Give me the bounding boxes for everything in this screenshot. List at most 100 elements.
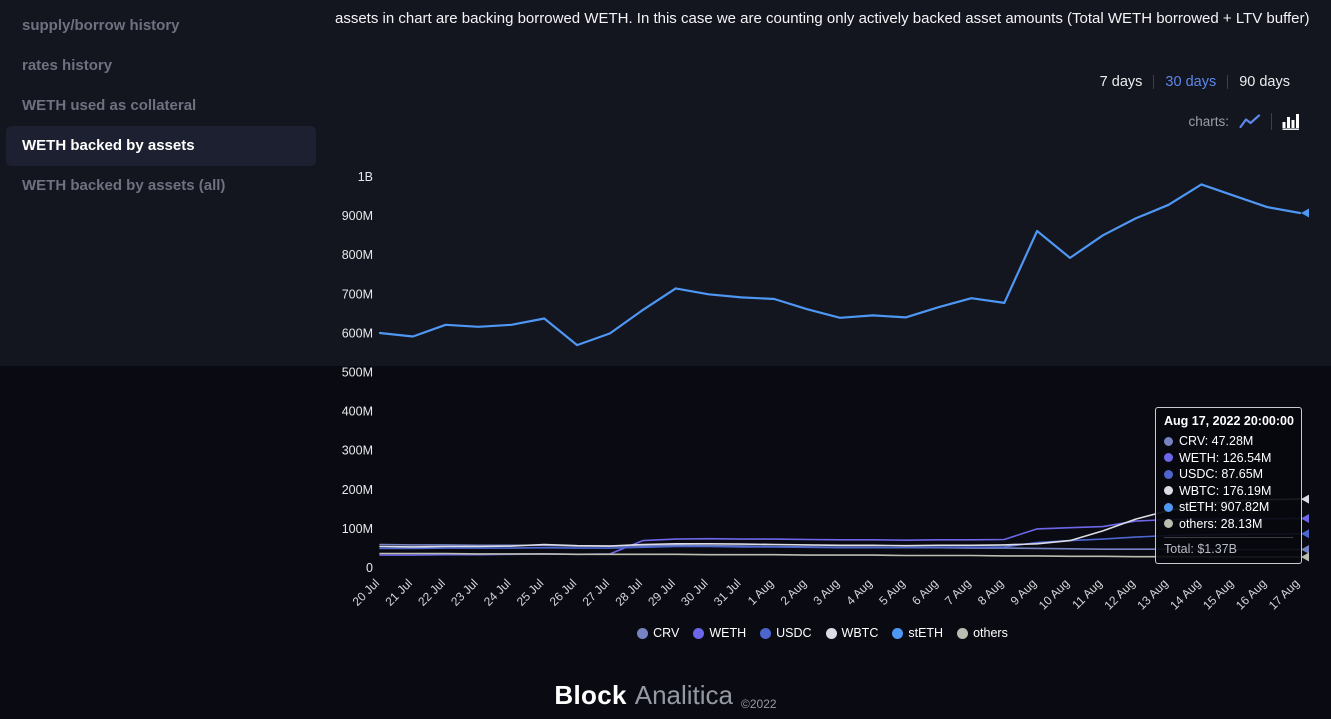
series-endpoint-marker-WETH [1301,514,1309,524]
series-color-dot [1164,436,1173,446]
legend-color-dot [957,627,969,639]
bar-chart-icon[interactable] [1282,113,1301,130]
legend-item-WBTC[interactable]: WBTC [825,626,878,640]
copyright-text: ©2022 [741,697,777,711]
x-axis-label: 24 Jul [481,576,514,609]
sidebar: supply/borrow history rates history WETH… [0,6,322,206]
range-divider [1227,75,1229,89]
range-option-90-days[interactable]: 90 days [1239,74,1290,90]
tooltip-row: WBTC: 176.19M [1164,483,1293,500]
x-axis-label: 3 Aug [811,576,843,608]
x-axis-label: 26 Jul [547,576,580,609]
y-axis-label: 200M [342,483,373,497]
sidebar-item-supply-borrow-history[interactable]: supply/borrow history [22,17,180,34]
series-line-USDC [379,532,1301,550]
y-axis-label: 700M [342,287,373,301]
series-line-stETH [378,183,1302,347]
tooltip-title: Aug 17, 2022 20:00:00 [1164,414,1294,428]
legend-color-dot [825,627,837,639]
x-axis-label: 20 Jul [350,576,383,609]
x-axis-label: 31 Jul [711,576,744,609]
legend-color-dot [693,627,705,639]
y-axis-label: 0 [366,561,373,575]
sidebar-item-weth-backed-by-assets[interactable]: WETH backed by assets [6,126,316,166]
y-axis-label: 500M [342,366,373,380]
x-axis-label: 22 Jul [415,576,448,609]
tooltip-row: USDC: 87.65M [1164,466,1293,483]
legend-color-dot [760,627,772,639]
x-axis-label: 8 Aug [975,576,1007,608]
x-axis-label: 28 Jul [612,576,645,609]
y-axis-label: 400M [342,405,373,419]
time-range-selector: 7 days 30 days 90 days [1089,74,1301,90]
sidebar-item-weth-backed-by-assets-all[interactable]: WETH backed by assets (all) [22,177,226,194]
x-axis-label: 9 Aug [1008,576,1040,608]
x-axis-label: 21 Jul [382,576,415,609]
legend-item-others[interactable]: others [957,626,1008,640]
footer: Block Analitica ©2022 [0,672,1331,719]
chart-area: 0 100M 200M 300M 400M 500M 600M 700M 800M 900M 1B 2… [335,160,1310,620]
tooltip-row: others: 28.13M [1164,516,1293,533]
series-color-dot [1164,519,1173,529]
icon-divider [1271,113,1272,130]
series-line-others [379,552,1301,558]
charts-toggle-label: charts: [1188,114,1229,129]
series-endpoint-marker-others [1301,552,1309,562]
x-axis-label: 7 Aug [942,576,974,608]
y-axis-label: 800M [342,248,373,262]
series-color-dot [1164,469,1173,479]
brand-name-bold: Block [554,680,627,710]
x-axis-label: 11 Aug [1069,576,1105,612]
legend-item-stETH[interactable]: stETH [892,626,943,640]
series-endpoint-marker-WBTC [1301,494,1309,504]
legend-item-CRV[interactable]: CRV [637,626,679,640]
chart-type-toggle: charts: [1188,113,1301,130]
x-axis-label: 15 Aug [1200,576,1236,612]
sidebar-item-rates-history[interactable]: rates history [22,57,113,74]
x-axis-label: 10 Aug [1036,576,1072,612]
tooltip-total: Total: $1.37B [1164,537,1293,556]
y-axis-label: 600M [342,326,373,340]
sidebar-item-weth-used-as-collateral[interactable]: WETH used as collateral [22,97,197,114]
series-color-dot [1164,453,1173,463]
chart-description: assets in chart are backing borrowed WET… [335,10,1310,27]
range-option-30-days[interactable]: 30 days [1165,74,1217,90]
x-axis-label: 13 Aug [1134,576,1170,612]
line-chart-icon[interactable] [1239,113,1261,130]
series-endpoint-marker-stETH [1301,208,1309,218]
legend-item-WETH[interactable]: WETH [693,626,746,640]
x-axis-label: 25 Jul [514,576,547,609]
chart-tooltip: Aug 17, 2022 20:00:00 CRV: 47.28M WETH: 1… [1155,407,1302,564]
legend-color-dot [892,627,904,639]
x-axis-label: 1 Aug [745,576,777,608]
x-axis-label: 5 Aug [876,576,908,608]
x-axis-label: 29 Jul [645,576,678,609]
tooltip-rows: CRV: 47.28M WETH: 126.54M USDC: 87.65M WBTC… [1164,433,1293,532]
x-axis-label: 27 Jul [580,576,613,609]
legend-item-USDC[interactable]: USDC [760,626,812,640]
tooltip-row: stETH: 907.82M [1164,499,1293,516]
range-divider [1153,75,1155,89]
range-option-7-days[interactable]: 7 days [1099,74,1143,90]
y-axis-label: 1B [358,170,373,184]
top-background-band [0,0,1331,366]
weth-backed-by-assets-chart[interactable]: 0 100M 200M 300M 400M 500M 600M 700M 800M 900M 1B 2… [335,160,1310,620]
y-axis-label: 100M [342,522,373,536]
x-axis-label: 17 Aug [1266,576,1302,612]
x-axis-label: 23 Jul [448,576,481,609]
x-axis-label: 4 Aug [843,576,875,608]
series-endpoint-marker-USDC [1301,529,1309,539]
legend-color-dot [637,627,649,639]
y-axis-label: 900M [342,209,373,223]
x-axis-label: 2 Aug [778,576,810,608]
x-axis-label: 12 Aug [1102,576,1138,612]
series-endpoint-marker-CRV [1301,545,1309,555]
brand-name-light: Analitica [634,680,734,710]
x-axis-label: 30 Jul [678,576,711,609]
y-axis-label: 300M [342,444,373,458]
series-color-dot [1164,486,1173,496]
chart-legend: CRV WETH USDC WBTC stETH others [335,626,1310,640]
series-line-WBTC [379,498,1301,548]
x-axis-label: 14 Aug [1167,576,1203,612]
tooltip-row: WETH: 126.54M [1164,450,1293,467]
